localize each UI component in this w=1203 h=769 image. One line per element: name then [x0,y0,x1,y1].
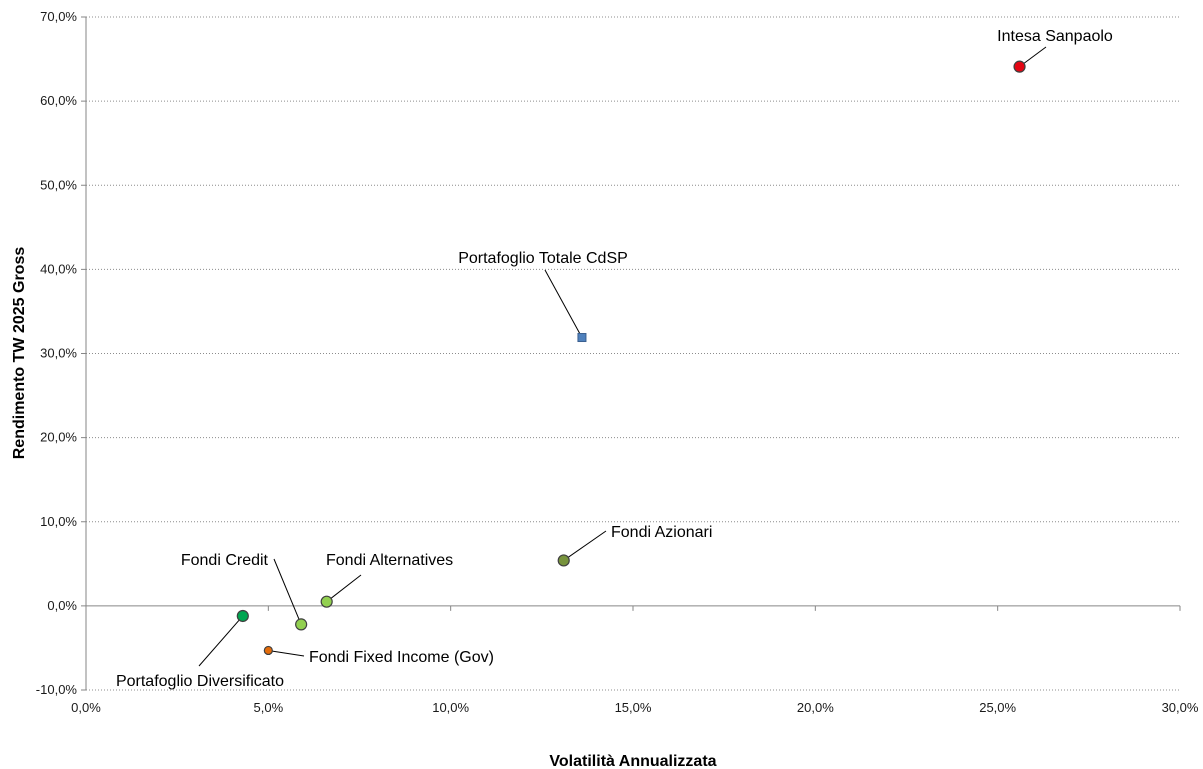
leader-line [563,530,607,561]
data-point-labels: Intesa Sanpaolo Portafoglio Totale CdSP Fo… [116,28,1113,690]
data-point-label: Portafoglio Diversificato [116,673,284,690]
data-point-label: Fondi Credit [181,552,269,569]
x-tick-label: 0,0% [71,700,101,715]
data-point [1013,60,1026,73]
data-point [236,609,249,623]
y-tick-label: 70,0% [40,9,77,24]
data-point-label: Intesa Sanpaolo [997,28,1113,45]
data-point [320,595,333,608]
axes [81,16,1181,691]
data-point [263,645,273,656]
x-tick-label: 30,0% [1162,700,1199,715]
leader-line [198,615,244,667]
y-tick-label: 50,0% [40,177,77,192]
data-point [577,333,587,343]
y-tick-label: 40,0% [40,261,77,276]
leader-line [268,649,305,657]
x-tick-labels: 0,0% 5,0% 10,0% 15,0% 20,0% 25,0% 30,0% [71,700,1199,715]
y-tick-label: 20,0% [40,430,77,445]
y-tick-label: 60,0% [40,93,77,108]
x-tick-label: 10,0% [432,700,469,715]
data-points [236,60,1026,656]
x-tick-label: 25,0% [979,700,1016,715]
label-leader-lines [198,46,1047,667]
data-point [557,554,570,567]
x-tick-label: 20,0% [797,700,834,715]
leader-line [273,558,302,625]
x-tick-label: 5,0% [254,700,284,715]
y-tick-label: -10,0% [36,682,78,697]
y-tick-label: 0,0% [47,598,77,613]
x-tick-label: 15,0% [615,700,652,715]
data-point-label: Fondi Alternatives [326,552,453,569]
data-point [295,618,308,631]
y-axis-title: Rendimento TW 2025 Gross [11,247,28,460]
data-point-label: Fondi Fixed Income (Gov) [309,649,494,666]
x-axis-title: Volatilità Annualizzata [549,753,716,769]
y-tick-labels: -10,0% 0,0% 10,0% 20,0% 30,0% 40,0% 50,0% 60,0%… [36,9,78,697]
leader-line [326,574,362,603]
data-point-label: Portafoglio Totale CdSP [458,250,628,267]
gridlines [86,16,1180,691]
leader-line [544,269,583,338]
data-point-label: Fondi Azionari [611,524,712,541]
y-tick-label: 30,0% [40,346,77,361]
y-tick-label: 10,0% [40,514,77,529]
